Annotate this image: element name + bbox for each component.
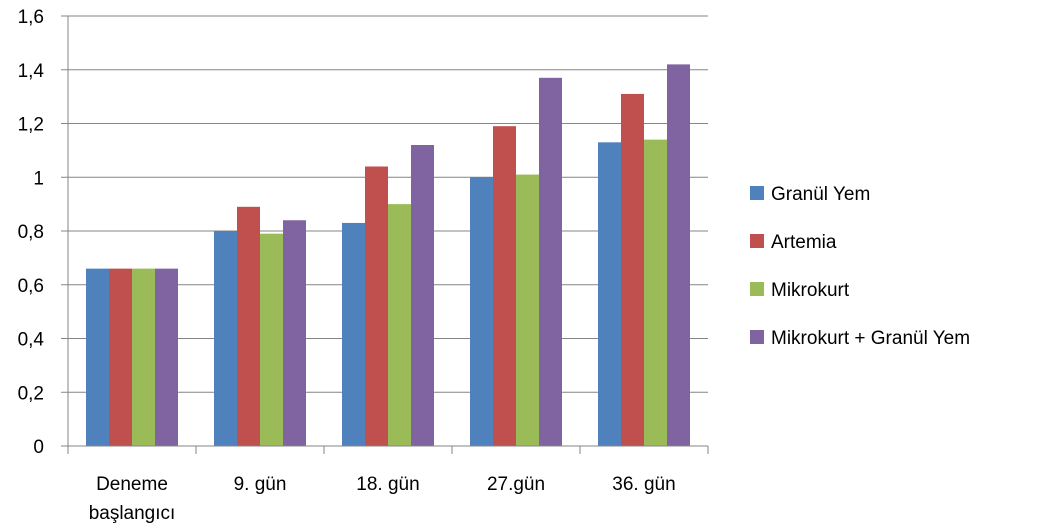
bar	[539, 77, 562, 446]
legend-swatch	[750, 282, 764, 296]
bars	[86, 64, 690, 446]
x-tick-label: 9. gün	[234, 474, 287, 495]
bar	[109, 268, 132, 446]
bar	[342, 222, 365, 446]
legend-item: Artemia	[750, 232, 837, 253]
y-tick-label: 0,6	[18, 276, 44, 297]
x-tick-label: 18. gün	[356, 474, 419, 495]
bar	[365, 166, 388, 446]
y-tick-label: 1,2	[18, 115, 44, 136]
bar	[470, 177, 493, 446]
legend-swatch	[750, 330, 764, 344]
bar	[214, 231, 237, 446]
axes	[61, 15, 709, 454]
y-tick-label: 0	[33, 437, 44, 458]
y-tick-label: 1,6	[18, 7, 44, 28]
legend-label: Mikrokurt	[771, 280, 850, 301]
bar	[132, 268, 155, 446]
legend-label: Granül Yem	[771, 184, 870, 205]
y-tick-label: 0,8	[18, 222, 44, 243]
legend-label: Mikrokurt + Granül Yem	[771, 328, 970, 349]
x-tick-label: Deneme	[96, 474, 168, 495]
bar	[388, 204, 411, 446]
y-tick-label: 0,4	[18, 330, 45, 351]
legend: Granül Yem Artemia Mikrokurt Mikrokurt + Gr…	[750, 184, 970, 349]
bar	[621, 93, 644, 446]
y-tick-label: 0,2	[18, 383, 44, 404]
x-tick-label: başlangıcı	[89, 503, 176, 524]
bar	[644, 139, 667, 446]
legend-item: Granül Yem	[750, 184, 870, 205]
bar	[237, 206, 260, 446]
x-tick-label: 27.gün	[487, 474, 545, 495]
bar	[598, 142, 621, 446]
bar	[86, 268, 109, 446]
y-tick-labels: 0 0,2 0,4 0,6 0,8 1 1,2 1,4 1,6	[18, 7, 45, 458]
bar	[493, 126, 516, 446]
legend-item: Mikrokurt	[750, 280, 850, 301]
legend-item: Mikrokurt + Granül Yem	[750, 328, 970, 349]
legend-label: Artemia	[771, 232, 837, 253]
bar	[516, 174, 539, 446]
x-tick-label: 36. gün	[612, 474, 675, 495]
bar	[667, 64, 690, 446]
y-tick-label: 1,4	[18, 61, 45, 82]
bar	[155, 268, 178, 446]
legend-swatch	[750, 234, 764, 248]
x-tick-labels: Deneme başlangıcı 9. gün 18. gün 27.gün 36. g…	[89, 474, 676, 524]
y-tick-label: 1	[33, 168, 44, 189]
bar	[283, 220, 306, 446]
bar	[411, 145, 434, 446]
bar	[260, 233, 283, 446]
legend-swatch	[750, 186, 764, 200]
